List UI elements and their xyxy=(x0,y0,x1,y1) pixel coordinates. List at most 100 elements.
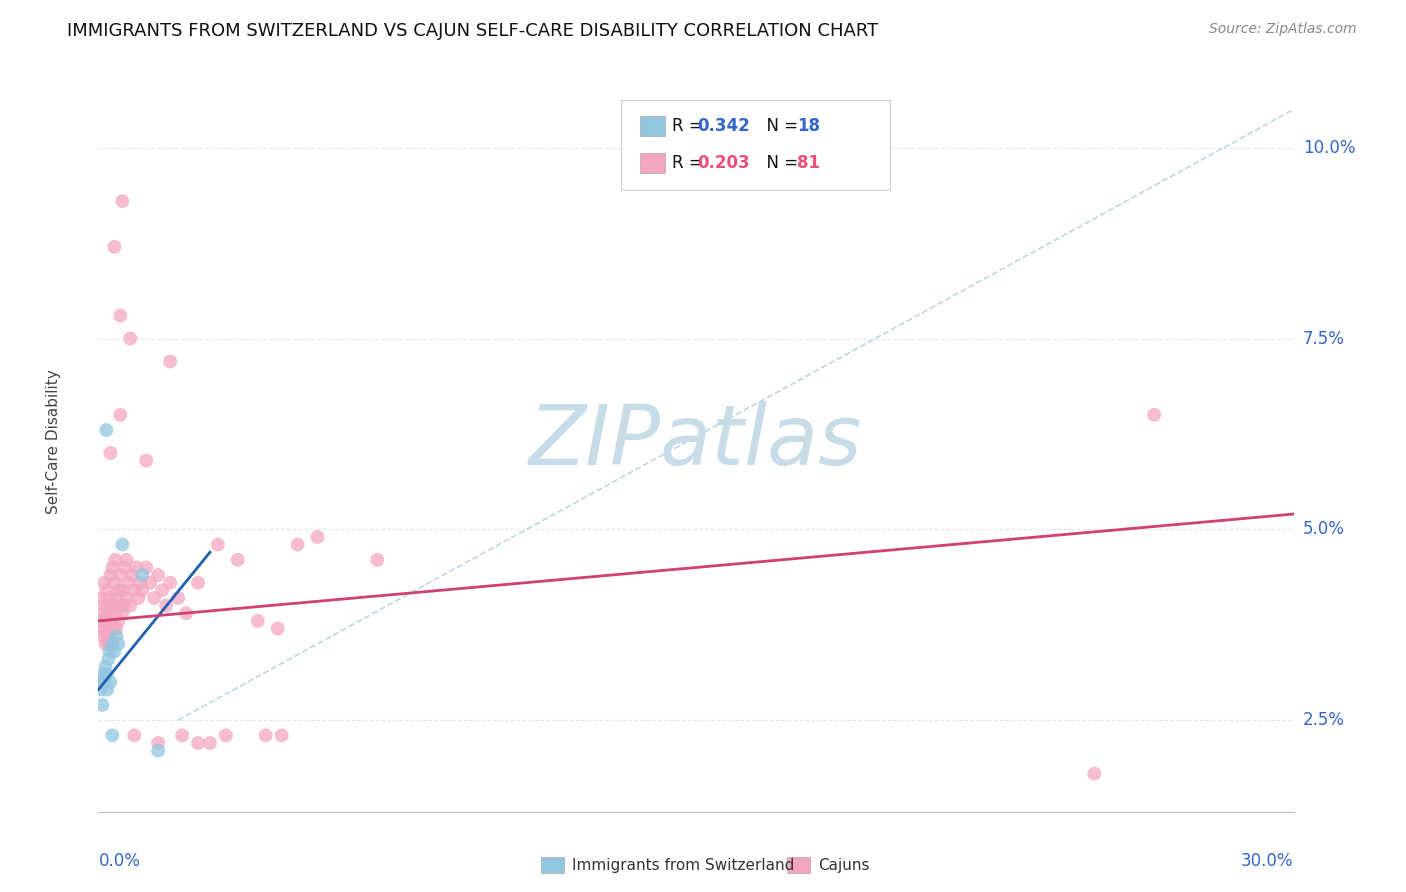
Point xyxy=(111,538,134,552)
Text: R =: R = xyxy=(672,154,709,172)
Point xyxy=(129,575,152,590)
Text: R =: R = xyxy=(672,117,709,135)
Point xyxy=(107,637,129,651)
Text: Self-Care Disability: Self-Care Disability xyxy=(45,369,60,514)
Point xyxy=(94,637,117,651)
Point xyxy=(115,591,138,605)
Point xyxy=(100,637,122,651)
Point xyxy=(366,553,388,567)
Point xyxy=(148,568,170,582)
Text: 81: 81 xyxy=(797,154,820,172)
Text: 0.0%: 0.0% xyxy=(98,853,141,871)
Point xyxy=(98,591,121,605)
Point xyxy=(167,591,190,605)
Point xyxy=(103,607,125,621)
Point xyxy=(172,728,194,742)
Point xyxy=(254,728,277,742)
Point xyxy=(150,583,173,598)
Point xyxy=(1083,766,1105,780)
Text: 0.203: 0.203 xyxy=(697,154,749,172)
Point xyxy=(1143,408,1166,422)
Point xyxy=(90,675,112,690)
Point xyxy=(111,583,134,598)
Point xyxy=(110,408,132,422)
Point xyxy=(89,614,111,628)
Point xyxy=(110,599,132,613)
Point xyxy=(246,614,269,628)
Point xyxy=(131,568,153,582)
Point xyxy=(117,575,139,590)
Text: 2.5%: 2.5% xyxy=(1303,711,1346,729)
Point xyxy=(94,659,117,673)
Point xyxy=(159,575,181,590)
Point xyxy=(105,622,128,636)
Point xyxy=(103,622,125,636)
Point xyxy=(148,736,170,750)
Point xyxy=(94,614,117,628)
Point xyxy=(131,583,153,598)
Point xyxy=(93,575,115,590)
Point xyxy=(98,644,121,658)
Point xyxy=(120,331,142,345)
Point xyxy=(98,675,122,690)
Point xyxy=(104,553,127,567)
Point xyxy=(96,423,118,437)
Point xyxy=(135,453,157,467)
Point xyxy=(143,591,166,605)
Point xyxy=(101,599,124,613)
Point xyxy=(96,583,118,598)
Point xyxy=(110,568,132,582)
Point xyxy=(98,568,122,582)
Point xyxy=(110,309,132,323)
Point xyxy=(215,728,238,742)
Point xyxy=(91,698,114,712)
Point xyxy=(111,194,134,208)
Point xyxy=(121,568,143,582)
Point xyxy=(98,446,122,460)
Point xyxy=(90,591,112,605)
Point xyxy=(103,240,125,254)
Point xyxy=(91,667,114,681)
Point xyxy=(125,560,148,574)
Point xyxy=(267,622,290,636)
Point xyxy=(101,560,124,574)
Point xyxy=(105,591,128,605)
Point xyxy=(112,560,135,574)
Text: ZIPatlas: ZIPatlas xyxy=(529,401,863,482)
Point xyxy=(91,622,114,636)
Point xyxy=(107,614,129,628)
Point xyxy=(187,575,209,590)
Point xyxy=(307,530,329,544)
Text: N =: N = xyxy=(756,117,804,135)
Text: 18: 18 xyxy=(797,117,820,135)
Point xyxy=(287,538,309,552)
Point xyxy=(226,553,249,567)
Point xyxy=(187,736,209,750)
Point xyxy=(115,553,138,567)
Point xyxy=(105,629,128,643)
Point xyxy=(91,599,114,613)
Point xyxy=(98,614,122,628)
Point xyxy=(96,622,118,636)
Point xyxy=(93,607,115,621)
Text: Cajuns: Cajuns xyxy=(818,858,870,872)
Point xyxy=(98,629,121,643)
Point xyxy=(96,599,118,613)
Point xyxy=(135,560,157,574)
Point xyxy=(101,637,124,651)
Text: N =: N = xyxy=(756,154,804,172)
Point xyxy=(103,575,125,590)
Point xyxy=(96,667,118,681)
Point xyxy=(107,583,129,598)
Point xyxy=(101,728,124,742)
Point xyxy=(96,682,118,697)
Text: 0.342: 0.342 xyxy=(697,117,751,135)
Point xyxy=(97,607,120,621)
Point xyxy=(124,728,146,742)
Point xyxy=(97,637,120,651)
Point xyxy=(198,736,221,750)
Point xyxy=(97,652,120,666)
Point xyxy=(103,644,125,658)
Point xyxy=(159,354,181,368)
Text: Source: ZipAtlas.com: Source: ZipAtlas.com xyxy=(1209,22,1357,37)
